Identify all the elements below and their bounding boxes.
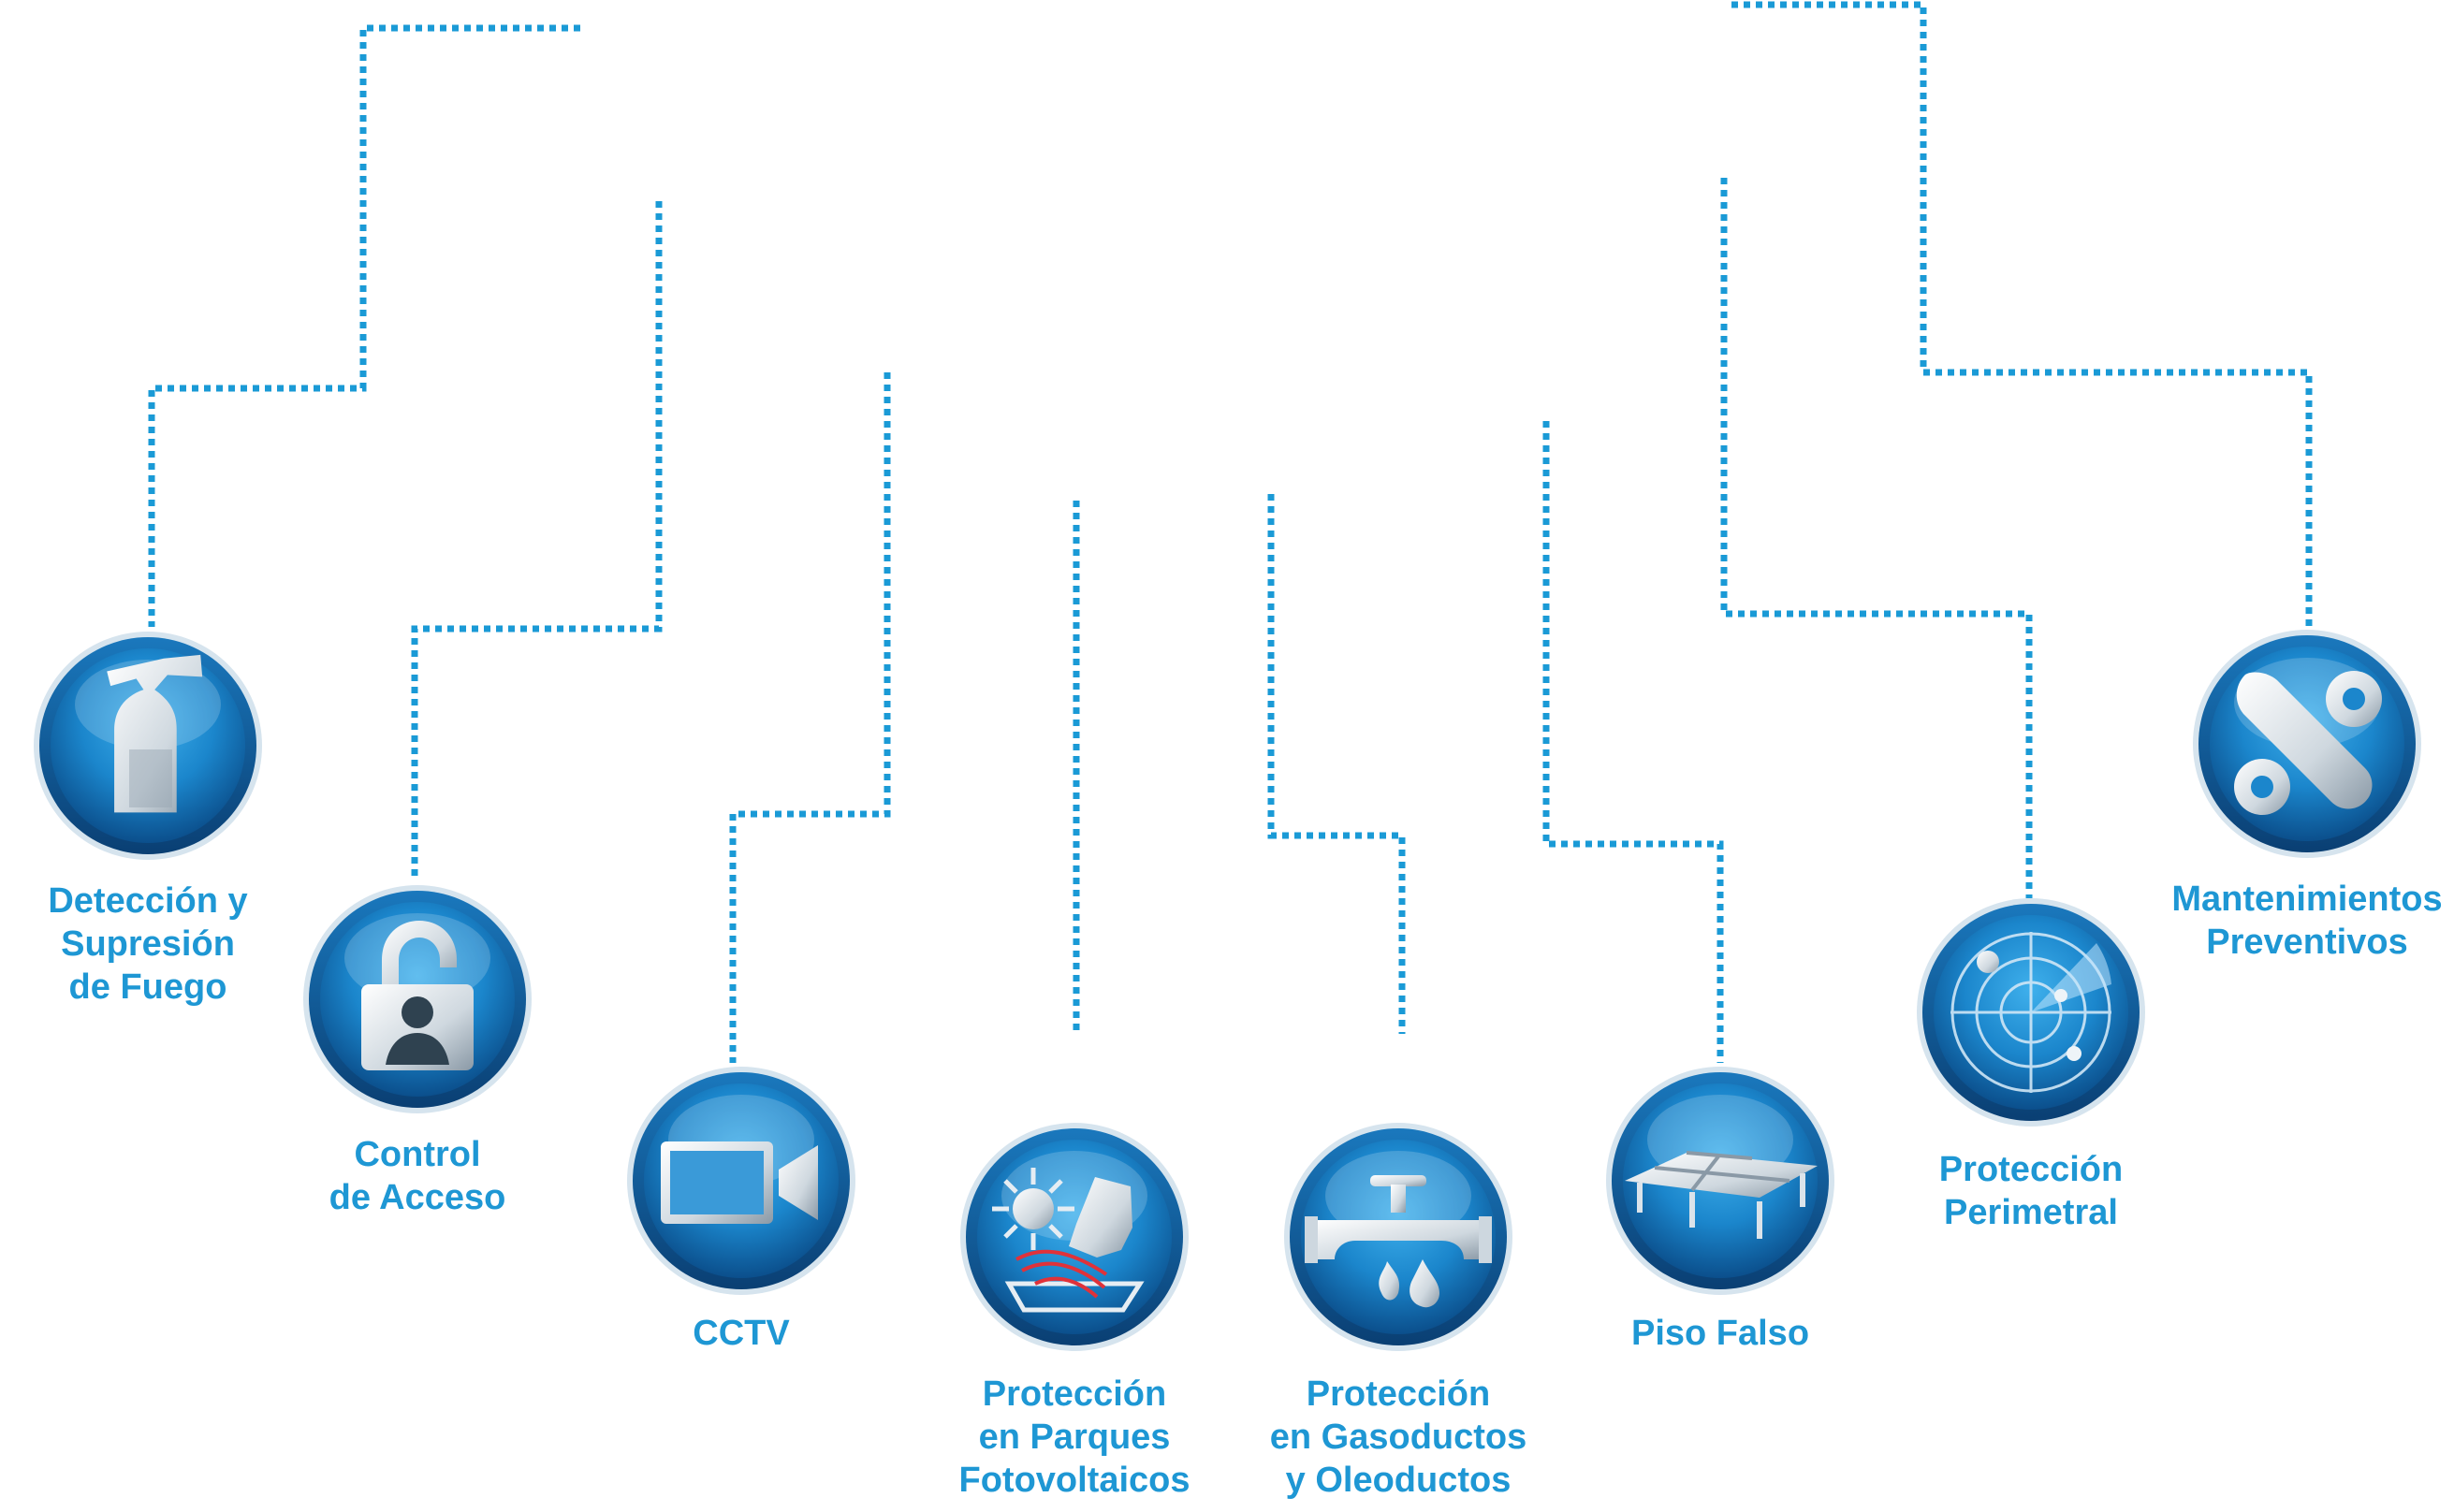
- service-label-solar: Protección en Parques Fotovoltaicos: [958, 1374, 1190, 1500]
- service-label-maintenance: Mantenimientos Preventivos: [2171, 880, 2443, 962]
- connector-access: [411, 201, 663, 880]
- fire-extinguisher-icon[interactable]: [30, 628, 266, 864]
- service-label-floor: Piso Falso: [1630, 1314, 1810, 1353]
- solar-panel-icon[interactable]: [957, 1119, 1192, 1355]
- video-camera-icon[interactable]: [623, 1063, 859, 1299]
- wrench-gear-icon[interactable]: [2189, 626, 2425, 862]
- raised-floor-icon[interactable]: [1602, 1063, 1838, 1299]
- service-label-perimeter: Protección Perimetral: [1938, 1150, 2124, 1232]
- connector-floor: [1542, 421, 1724, 1063]
- service-label-cctv: CCTV: [693, 1314, 790, 1353]
- connector-fire: [148, 24, 580, 627]
- connector-cctv: [729, 372, 891, 1063]
- connector-maintenance: [1731, 1, 2313, 627]
- connector-pipeline: [1267, 494, 1406, 1034]
- padlock-user-icon[interactable]: [299, 881, 535, 1117]
- service-label-access: Control de Acceso: [329, 1135, 506, 1217]
- service-label-fire: Detección y Supresión de Fuego: [48, 881, 248, 1007]
- radar-icon[interactable]: [1913, 894, 2149, 1130]
- service-label-pipeline: Protección en Gasoductos y Oleoductos: [1269, 1374, 1527, 1500]
- pipe-valve-icon[interactable]: [1280, 1119, 1516, 1355]
- connector-perimeter: [1720, 178, 2033, 898]
